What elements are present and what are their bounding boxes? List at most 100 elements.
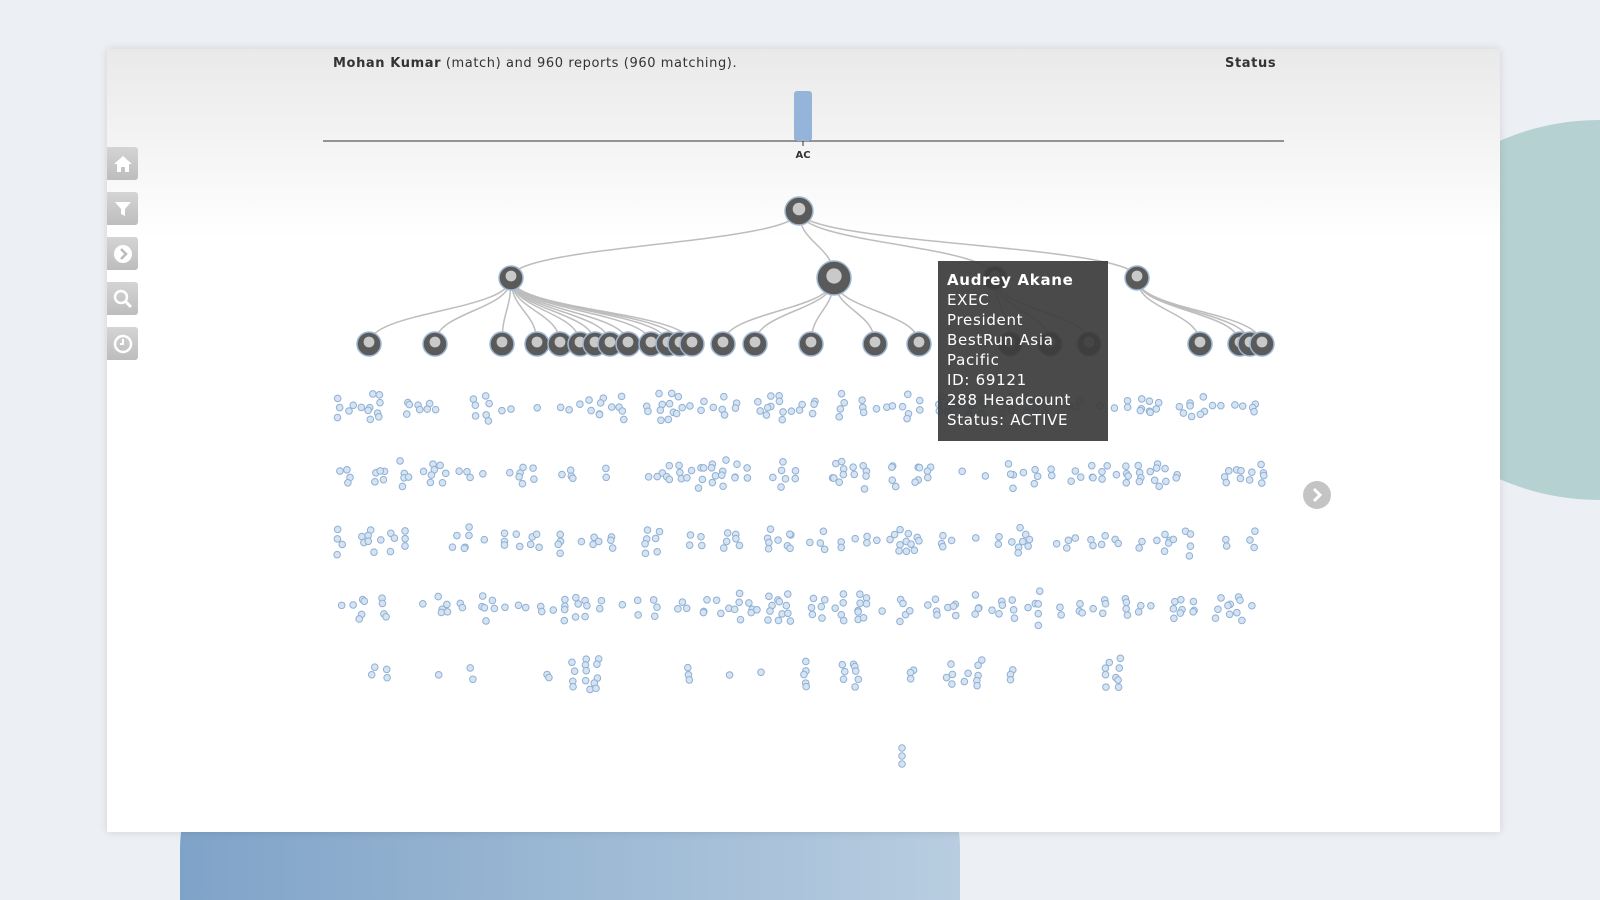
employee-node: [1175, 402, 1184, 411]
employee-node: [994, 540, 1003, 548]
employee-node: [371, 478, 379, 486]
avatar-face[interactable]: [1256, 336, 1268, 348]
org-tree: AC: [323, 91, 1284, 768]
employee-node: [722, 537, 731, 546]
employee-node: [1030, 479, 1039, 488]
avatar-face[interactable]: [749, 336, 761, 348]
employee-node: [343, 466, 351, 474]
avatar-face[interactable]: [913, 336, 925, 348]
employee-node: [1112, 470, 1121, 479]
avatar-face[interactable]: [686, 336, 698, 348]
employee-node: [1089, 541, 1097, 550]
employee-node: [653, 547, 662, 556]
avatar-face[interactable]: [554, 336, 566, 348]
tree-link: [1136, 277, 1241, 345]
employee-node: [1101, 664, 1110, 673]
employee-node: [458, 603, 467, 612]
employee-node: [1169, 605, 1178, 613]
employee-node: [906, 668, 915, 677]
employee-node: [733, 460, 741, 469]
avatar-face[interactable]: [1194, 336, 1206, 348]
employee-node: [896, 525, 904, 534]
avatar-face[interactable]: [717, 336, 729, 348]
employee-node: [480, 603, 489, 612]
avatar-face[interactable]: [363, 336, 375, 348]
histogram-bar-AC[interactable]: [794, 91, 812, 141]
employee-node: [1062, 544, 1071, 552]
employee-node: [1006, 675, 1015, 684]
search-button[interactable]: [107, 282, 138, 315]
employee-node: [515, 542, 524, 551]
employee-node: [766, 525, 775, 533]
filter-button[interactable]: [107, 192, 138, 225]
employee-node: [682, 604, 691, 613]
employee-node: [743, 474, 752, 482]
employee-node: [404, 473, 413, 481]
employee-node: [736, 615, 745, 624]
employee-node: [839, 616, 848, 625]
employee-node: [958, 467, 967, 476]
employee-node: [998, 601, 1007, 609]
employee-node: [345, 407, 353, 415]
avatar-face[interactable]: [792, 202, 806, 216]
employee-node: [711, 471, 720, 480]
employee-node: [923, 473, 932, 482]
employee-node: [1116, 654, 1125, 663]
employee-node: [831, 604, 839, 612]
employee-node: [1009, 606, 1018, 614]
employee-node: [896, 541, 904, 549]
employee-node: [775, 597, 784, 606]
employee-node: [720, 411, 729, 419]
avatar-face[interactable]: [869, 336, 881, 348]
employee-node: [708, 478, 717, 487]
employee-node: [1187, 412, 1196, 421]
avatar-face[interactable]: [826, 268, 842, 284]
avatar-face[interactable]: [505, 270, 517, 282]
avatar-face[interactable]: [531, 336, 543, 348]
employee-node: [423, 405, 432, 413]
avatar-face[interactable]: [1131, 270, 1143, 282]
employee-node: [650, 612, 659, 621]
employee-node: [795, 406, 804, 414]
employee-node: [1245, 476, 1254, 484]
employee-node: [783, 590, 792, 598]
avatar-face[interactable]: [496, 336, 508, 348]
employee-node: [1222, 542, 1231, 550]
employee-node: [781, 475, 790, 483]
employee-node: [938, 542, 947, 551]
employee-node: [1025, 535, 1034, 544]
navigate-button[interactable]: [107, 237, 138, 270]
employee-node: [367, 670, 376, 679]
employee-node: [1008, 596, 1017, 604]
employee-node: [915, 536, 923, 545]
employee-node: [431, 405, 440, 414]
history-button[interactable]: [107, 327, 138, 360]
avatar-face[interactable]: [805, 336, 817, 348]
employee-node: [800, 670, 808, 679]
employee-node: [485, 399, 493, 408]
employee-node: [859, 408, 868, 417]
employee-node: [656, 406, 665, 414]
employee-node: [764, 616, 772, 624]
employee-node: [1009, 484, 1017, 493]
avatar-face[interactable]: [622, 336, 634, 348]
employee-node: [333, 394, 342, 403]
employee-node: [515, 472, 523, 481]
avatar-face[interactable]: [429, 336, 441, 348]
employee-node: [960, 677, 969, 686]
avatar-face[interactable]: [604, 336, 616, 348]
home-button[interactable]: [107, 147, 138, 180]
employee-node: [401, 527, 409, 535]
employee-node: [802, 657, 810, 666]
employee-node: [995, 609, 1003, 618]
avatar-face[interactable]: [645, 336, 657, 348]
employee-node: [643, 526, 652, 534]
next-page-button[interactable]: [1303, 481, 1331, 509]
employee-node: [719, 482, 727, 491]
employee-node: [665, 399, 674, 408]
employee-node: [971, 591, 980, 599]
employee-node: [995, 532, 1003, 541]
tooltip-line: President: [947, 311, 1024, 329]
employee-node: [585, 396, 593, 404]
employee-node: [1122, 462, 1130, 470]
